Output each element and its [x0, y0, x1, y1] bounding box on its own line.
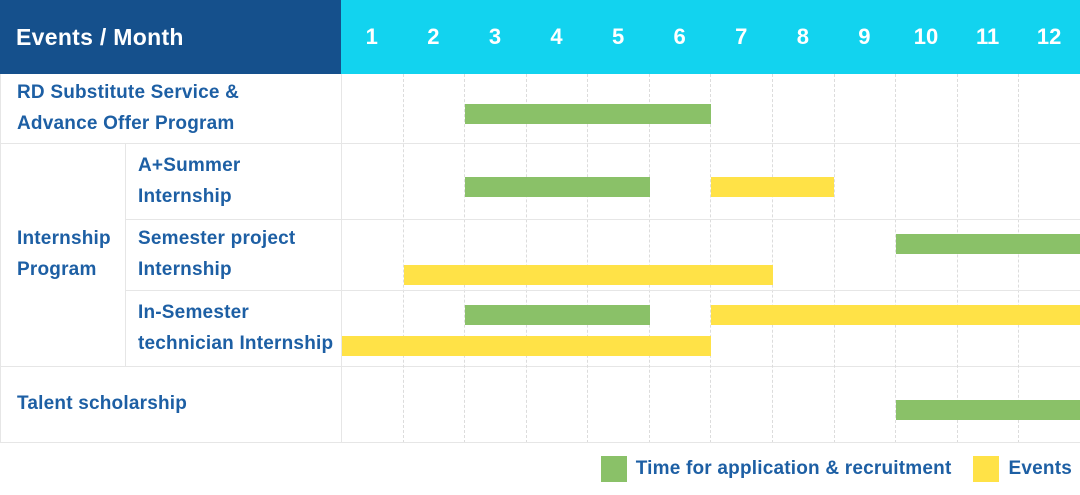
row-label-in-semester-technician-internship: In-Semester technician Internship	[126, 291, 342, 366]
row-chart-area	[342, 220, 1080, 290]
row-chart-area	[342, 291, 1080, 366]
group-rows: A+Summer Internship Semester project Int…	[126, 144, 1080, 366]
recruitment-bar	[896, 234, 1080, 254]
row-label-a-summer-internship: A+Summer Internship	[126, 144, 342, 219]
table-row-a-summer-internship: A+Summer Internship	[126, 144, 1080, 220]
row-chart-area	[342, 367, 1080, 442]
month-tick-11: 11	[957, 0, 1019, 74]
event-bar	[404, 265, 773, 285]
table-title: Events / Month	[0, 0, 341, 74]
month-tick-7: 7	[710, 0, 772, 74]
row-chart-area	[342, 74, 1080, 143]
month-header: 1 2 3 4 5 6 7 8 9 10 11 12	[341, 0, 1080, 74]
month-tick-12: 12	[1018, 0, 1080, 74]
table-row-talent-scholarship: Talent scholarship	[1, 367, 1080, 443]
month-tick-8: 8	[772, 0, 834, 74]
row-label-line: RD Substitute Service &	[17, 78, 341, 109]
row-label-line: Semester project	[138, 224, 341, 255]
row-label-line: Talent scholarship	[17, 389, 341, 420]
legend-label-recruitment: Time for application & recruitment	[636, 458, 952, 480]
row-label-line: In-Semester	[138, 298, 341, 329]
group-label-line: Internship	[17, 224, 125, 255]
table-body: RD Substitute Service & Advance Offer Pr…	[0, 74, 1080, 443]
month-tick-4: 4	[526, 0, 588, 74]
legend-item-events: Events	[973, 456, 1072, 482]
recruitment-bar	[896, 400, 1080, 420]
recruitment-bar	[465, 104, 711, 124]
recruitment-swatch-icon	[601, 456, 627, 482]
month-tick-9: 9	[834, 0, 896, 74]
event-swatch-icon	[973, 456, 999, 482]
month-tick-6: 6	[649, 0, 711, 74]
table-row-semester-project-internship: Semester project Internship	[126, 220, 1080, 291]
month-tick-10: 10	[895, 0, 957, 74]
row-label-line: A+Summer	[138, 151, 341, 182]
recruitment-bar	[465, 177, 650, 197]
legend-label-events: Events	[1008, 458, 1072, 480]
header-row: Events / Month 1 2 3 4 5 6 7 8 9 10 11 1…	[0, 0, 1080, 74]
row-label-talent-scholarship: Talent scholarship	[1, 367, 342, 442]
row-label-rd-substitute: RD Substitute Service & Advance Offer Pr…	[1, 74, 342, 143]
month-tick-5: 5	[587, 0, 649, 74]
event-bar	[342, 336, 711, 356]
group-label-internship-program: Internship Program	[1, 144, 126, 366]
row-label-line: Internship	[138, 255, 341, 286]
recruitment-bar	[465, 305, 650, 325]
legend: Time for application & recruitment Event…	[0, 443, 1080, 495]
row-label-line: Advance Offer Program	[17, 109, 341, 140]
month-tick-1: 1	[341, 0, 403, 74]
table-row-rd-substitute: RD Substitute Service & Advance Offer Pr…	[1, 74, 1080, 144]
event-bar	[711, 305, 1080, 325]
legend-item-recruitment: Time for application & recruitment	[601, 456, 952, 482]
month-tick-3: 3	[464, 0, 526, 74]
group-internship-program: Internship Program A+Summer Internship	[1, 144, 1080, 367]
month-tick-2: 2	[403, 0, 465, 74]
row-chart-area	[342, 144, 1080, 219]
event-bar	[711, 177, 834, 197]
row-label-line: Internship	[138, 182, 341, 213]
table-row-in-semester-technician-internship: In-Semester technician Internship	[126, 291, 1080, 366]
group-label-line: Program	[17, 255, 125, 286]
row-label-line: technician Internship	[138, 329, 341, 360]
row-label-semester-project-internship: Semester project Internship	[126, 220, 342, 290]
